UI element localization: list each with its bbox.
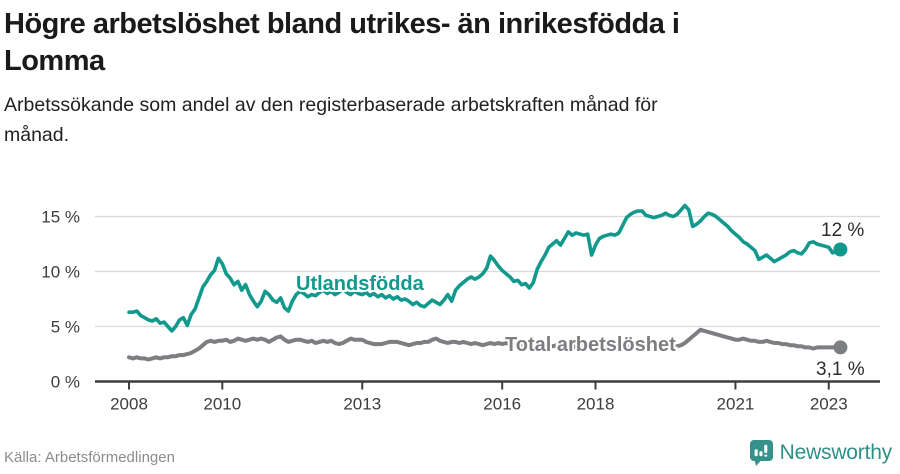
x-axis-tick-label: 2023 xyxy=(810,395,848,414)
bar-3-exclamation xyxy=(763,444,767,453)
x-axis-tick-label: 2008 xyxy=(110,395,148,414)
chart-subtitle: Arbetssökande som andel av den registerb… xyxy=(4,90,854,150)
series-line-utlandsfodda xyxy=(127,203,843,333)
series-end-dot-total-arbetsloshet xyxy=(833,340,848,355)
x-axis-tick-label: 2016 xyxy=(483,395,521,414)
page-title: Högre arbetslöshet bland utrikes- än inr… xyxy=(4,6,884,80)
y-axis-tick-label: 10 % xyxy=(41,263,80,282)
y-axis-tick-label: 0 % xyxy=(51,373,80,392)
source-attribution: Källa: Arbetsförmedlingen xyxy=(4,449,175,466)
chart-subtitle-line-1: Arbetssökande som andel av den registerb… xyxy=(4,94,658,116)
series-label-total-arbetsloshet: Total arbetslöshet xyxy=(505,334,676,356)
x-axis-tick-label: 2013 xyxy=(343,395,381,414)
bar-1 xyxy=(754,449,758,457)
chart-subtitle-line-2: månad. xyxy=(4,124,70,146)
series-end-dot-utlandsfodda xyxy=(833,242,848,257)
exclamation-dot xyxy=(763,454,767,457)
brand-name: Newsworthy xyxy=(779,441,893,464)
x-axis-tick-label: 2010 xyxy=(203,395,241,414)
y-axis-tick-label: 15 % xyxy=(41,208,80,227)
end-value-label-total-arbetsloshet: 3,1 % xyxy=(816,359,865,380)
series-line-total-arbetsloshet xyxy=(127,327,843,362)
bar-chart-pin-icon xyxy=(749,440,773,466)
x-axis-tick-label: 2021 xyxy=(717,395,755,414)
page-title-line-2: Lomma xyxy=(4,45,105,77)
newsworthy-brand: Newsworthy xyxy=(749,440,893,466)
page-title-line-1: Högre arbetslöshet bland utrikes- än inr… xyxy=(4,8,680,40)
y-axis-tick-label: 5 % xyxy=(51,318,80,337)
x-axis-tick-label: 2018 xyxy=(577,395,615,414)
end-value-label-utlandsfodda: 12 % xyxy=(821,220,864,241)
bar-2 xyxy=(759,451,763,457)
series-label-utlandsfodda: Utlandsfödda xyxy=(296,273,425,295)
